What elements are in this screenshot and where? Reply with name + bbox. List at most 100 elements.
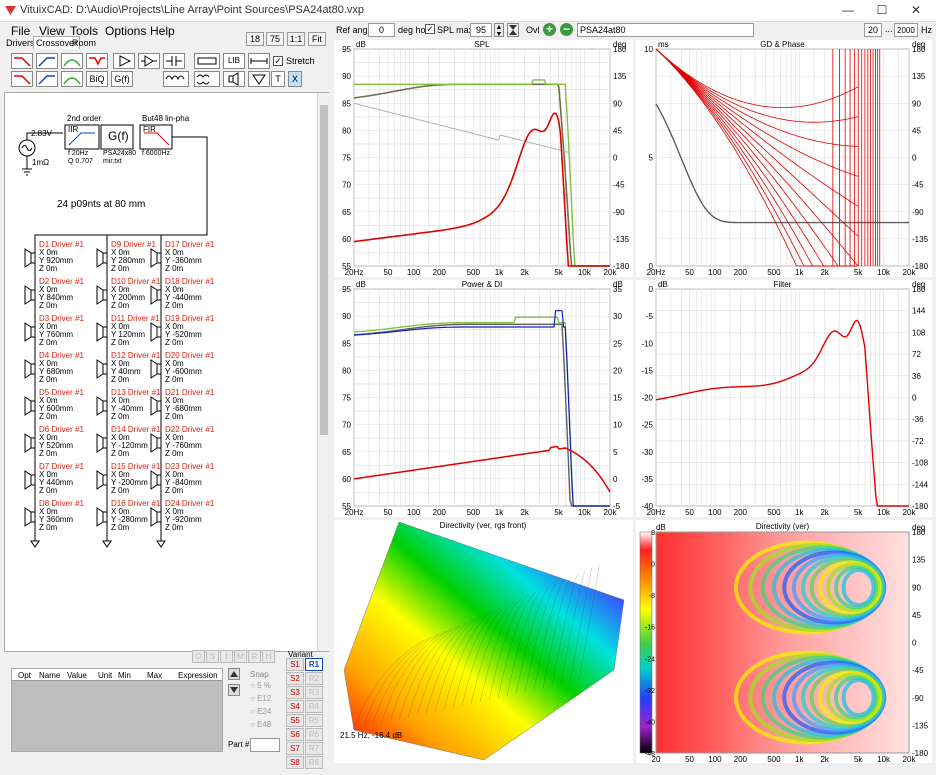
tab-drivers[interactable]: Drivers [6, 38, 35, 48]
zoom-fit-button[interactable]: Fit [308, 32, 326, 46]
resistor-icon[interactable] [194, 53, 220, 69]
variant-s-button[interactable]: S8 [286, 756, 304, 769]
gf-button[interactable]: G(f) [111, 71, 133, 87]
driver-label[interactable]: D21 Driver #1 X 0m Y -680mm Z 0m [165, 389, 214, 421]
driver-label[interactable]: D7 Driver #1 X 0m Y 440mm Z 0m [39, 463, 84, 495]
driver-label[interactable]: D17 Driver #1 X 0m Y -360mm Z 0m [165, 241, 214, 273]
freq-max-input[interactable] [894, 23, 918, 37]
move-down-button[interactable] [228, 684, 240, 696]
biquad-button[interactable]: BiQ [86, 71, 108, 87]
driver-label[interactable]: D23 Driver #1 X 0m Y -840mm Z 0m [165, 463, 214, 495]
fir-block-label[interactable]: FIR [143, 125, 156, 134]
variant-r-button[interactable]: R6 [305, 728, 323, 741]
driver-label[interactable]: D16 Driver #1 X 0m Y -280mm Z 0m [111, 500, 160, 532]
minimize-button[interactable]: — [842, 3, 854, 17]
scrollbar-thumb[interactable] [320, 105, 328, 435]
driver-label[interactable]: D9 Driver #1 X 0m Y 280mm Z 0m [111, 241, 156, 273]
gf-block-label[interactable]: G(f) [108, 129, 129, 143]
wire-icon[interactable] [248, 53, 270, 69]
delete-button[interactable]: X [288, 71, 302, 87]
library-button[interactable]: LIB [223, 53, 245, 69]
driver-label[interactable]: D6 Driver #1 X 0m Y 520mm Z 0m [39, 426, 84, 458]
capacitor-icon[interactable] [163, 53, 185, 69]
variant-r-button[interactable]: R5 [305, 714, 323, 727]
variant-r-button[interactable]: R2 [305, 672, 323, 685]
tab-crossover[interactable]: Crossover [33, 36, 81, 49]
variant-s-button[interactable]: S6 [286, 728, 304, 741]
zoom-1-1-button[interactable]: 1:1 [287, 32, 305, 46]
transformer-icon[interactable] [194, 71, 220, 87]
maximize-button[interactable]: ☐ [876, 3, 888, 17]
overlay-name-input[interactable] [577, 23, 754, 37]
driver-label[interactable]: D14 Driver #1 X 0m Y -120mm Z 0m [111, 426, 160, 458]
driver-label[interactable]: D10 Driver #1 X 0m Y 200mm Z 0m [111, 278, 160, 310]
filter-chart[interactable]: Filter dB deg 0 -5 -10 -15 -20 -25 -30 -35 -40 180 14… [636, 280, 932, 517]
directivity-3d-chart[interactable]: Directivity (ver, rgs front) 21.5 Hz, -16… [334, 520, 633, 763]
power-di-chart[interactable]: Power & DI dB dB 95 90 85 80 75 70 65 60 55 35 30 25 20… [334, 280, 633, 517]
move-up-button[interactable] [228, 668, 240, 680]
variant-s-button[interactable]: S7 [286, 742, 304, 755]
col-min[interactable]: Min [118, 671, 131, 680]
spl-chart[interactable]: SPL dB deg 95 90 85 80 75 70 65 60 55 180 135 90 45 0 -45… [334, 40, 633, 277]
bandpass2-icon[interactable] [61, 71, 83, 87]
spl-max-checkbox[interactable]: ✓ [425, 24, 435, 34]
close-button[interactable]: ✕ [910, 3, 922, 17]
driver-label[interactable]: D18 Driver #1 X 0m Y -440mm Z 0m [165, 278, 214, 310]
driver-label[interactable]: D3 Driver #1 X 0m Y 760mm Z 0m [39, 315, 84, 347]
menu-file[interactable]: File [11, 24, 31, 38]
bandpass-icon[interactable] [61, 53, 83, 69]
driver-label[interactable]: D13 Driver #1 X 0m Y -40mm Z 0m [111, 389, 160, 421]
spl-stepper[interactable]: ▲ ▼ [494, 23, 504, 38]
col-name[interactable]: Name [39, 671, 61, 680]
snap-option[interactable]: ○ E24 [250, 707, 271, 716]
inductor-icon[interactable] [163, 71, 189, 87]
variant-r-button[interactable]: R8 [305, 756, 323, 769]
driver-label[interactable]: D20 Driver #1 X 0m Y -600mm Z 0m [165, 352, 214, 384]
variant-r-button[interactable]: R3 [305, 686, 323, 699]
driver-label[interactable]: D15 Driver #1 X 0m Y -200mm Z 0m [111, 463, 160, 495]
mode-button-i[interactable]: I [220, 650, 233, 663]
directivity-map-chart[interactable]: dB deg Directivity (ver) 8 0 -8 -16 -24 -32 -40 -4… [636, 520, 932, 763]
lowpass2-icon[interactable] [11, 71, 33, 87]
menu-tools[interactable]: Tools [70, 24, 99, 38]
schematic-scrollbar[interactable] [317, 93, 329, 651]
driver-label[interactable]: D1 Driver #1 X 0m Y 920mm Z 0m [39, 241, 84, 273]
col-expression[interactable]: Expression [178, 671, 218, 680]
text-button[interactable]: T [271, 71, 285, 87]
driver-label[interactable]: D19 Driver #1 X 0m Y -520mm Z 0m [165, 315, 214, 347]
tab-room[interactable]: Room [72, 38, 97, 48]
variant-s-button[interactable]: S5 [286, 714, 304, 727]
col-opt[interactable]: Opt [18, 671, 31, 680]
menu-view[interactable]: View [39, 24, 65, 38]
driver-label[interactable]: D5 Driver #1 X 0m Y 600mm Z 0m [39, 389, 84, 421]
snap-option[interactable]: ○ E12 [250, 694, 271, 703]
menu-help[interactable]: Help [150, 24, 175, 38]
driver-label[interactable]: D22 Driver #1 X 0m Y -760mm Z 0m [165, 426, 214, 458]
ground-icon[interactable] [248, 71, 270, 87]
variant-r-button[interactable]: R1 [305, 658, 323, 671]
variant-s-button[interactable]: S2 [286, 672, 304, 685]
iir-block-label[interactable]: IIR [68, 125, 79, 134]
spl-max-input[interactable] [470, 23, 492, 37]
driver-label[interactable]: D2 Driver #1 X 0m Y 840mm Z 0m [39, 278, 84, 310]
freq-min-input[interactable] [864, 23, 882, 37]
gd-phase-chart[interactable]: GD & Phase ms deg 10 5 0 180 135 90 45 0 -45 -90 -135… [636, 40, 932, 277]
driver-label[interactable]: D24 Driver #1 X 0m Y -920mm Z 0m [165, 500, 214, 532]
driver-label[interactable]: D11 Driver #1 X 0m Y 120mm Z 0m [111, 315, 160, 347]
remove-overlay-icon[interactable]: − [560, 23, 573, 36]
variant-s-button[interactable]: S1 [286, 658, 304, 671]
highpass-icon[interactable] [36, 53, 58, 69]
buffer-icon[interactable] [138, 53, 160, 69]
stretch-checkbox[interactable]: ✓ [273, 56, 283, 66]
notch-icon[interactable] [86, 53, 108, 69]
mode-button-s[interactable]: S [206, 650, 219, 663]
add-overlay-icon[interactable]: + [543, 23, 556, 36]
menu-options[interactable]: Options [105, 24, 147, 38]
mode-button-r[interactable]: R [248, 650, 261, 663]
speaker-icon[interactable] [223, 71, 245, 87]
schematic-canvas[interactable]: 2.83V 1mΩ 2nd order IIR f 20Hz Q 0.707 G… [4, 92, 329, 652]
zoom-18-button[interactable]: 18 [246, 32, 264, 46]
col-unit[interactable]: Unit [98, 671, 113, 680]
driver-label[interactable]: D4 Driver #1 X 0m Y 680mm Z 0m [39, 352, 84, 384]
mode-button-o[interactable]: O [192, 650, 205, 663]
